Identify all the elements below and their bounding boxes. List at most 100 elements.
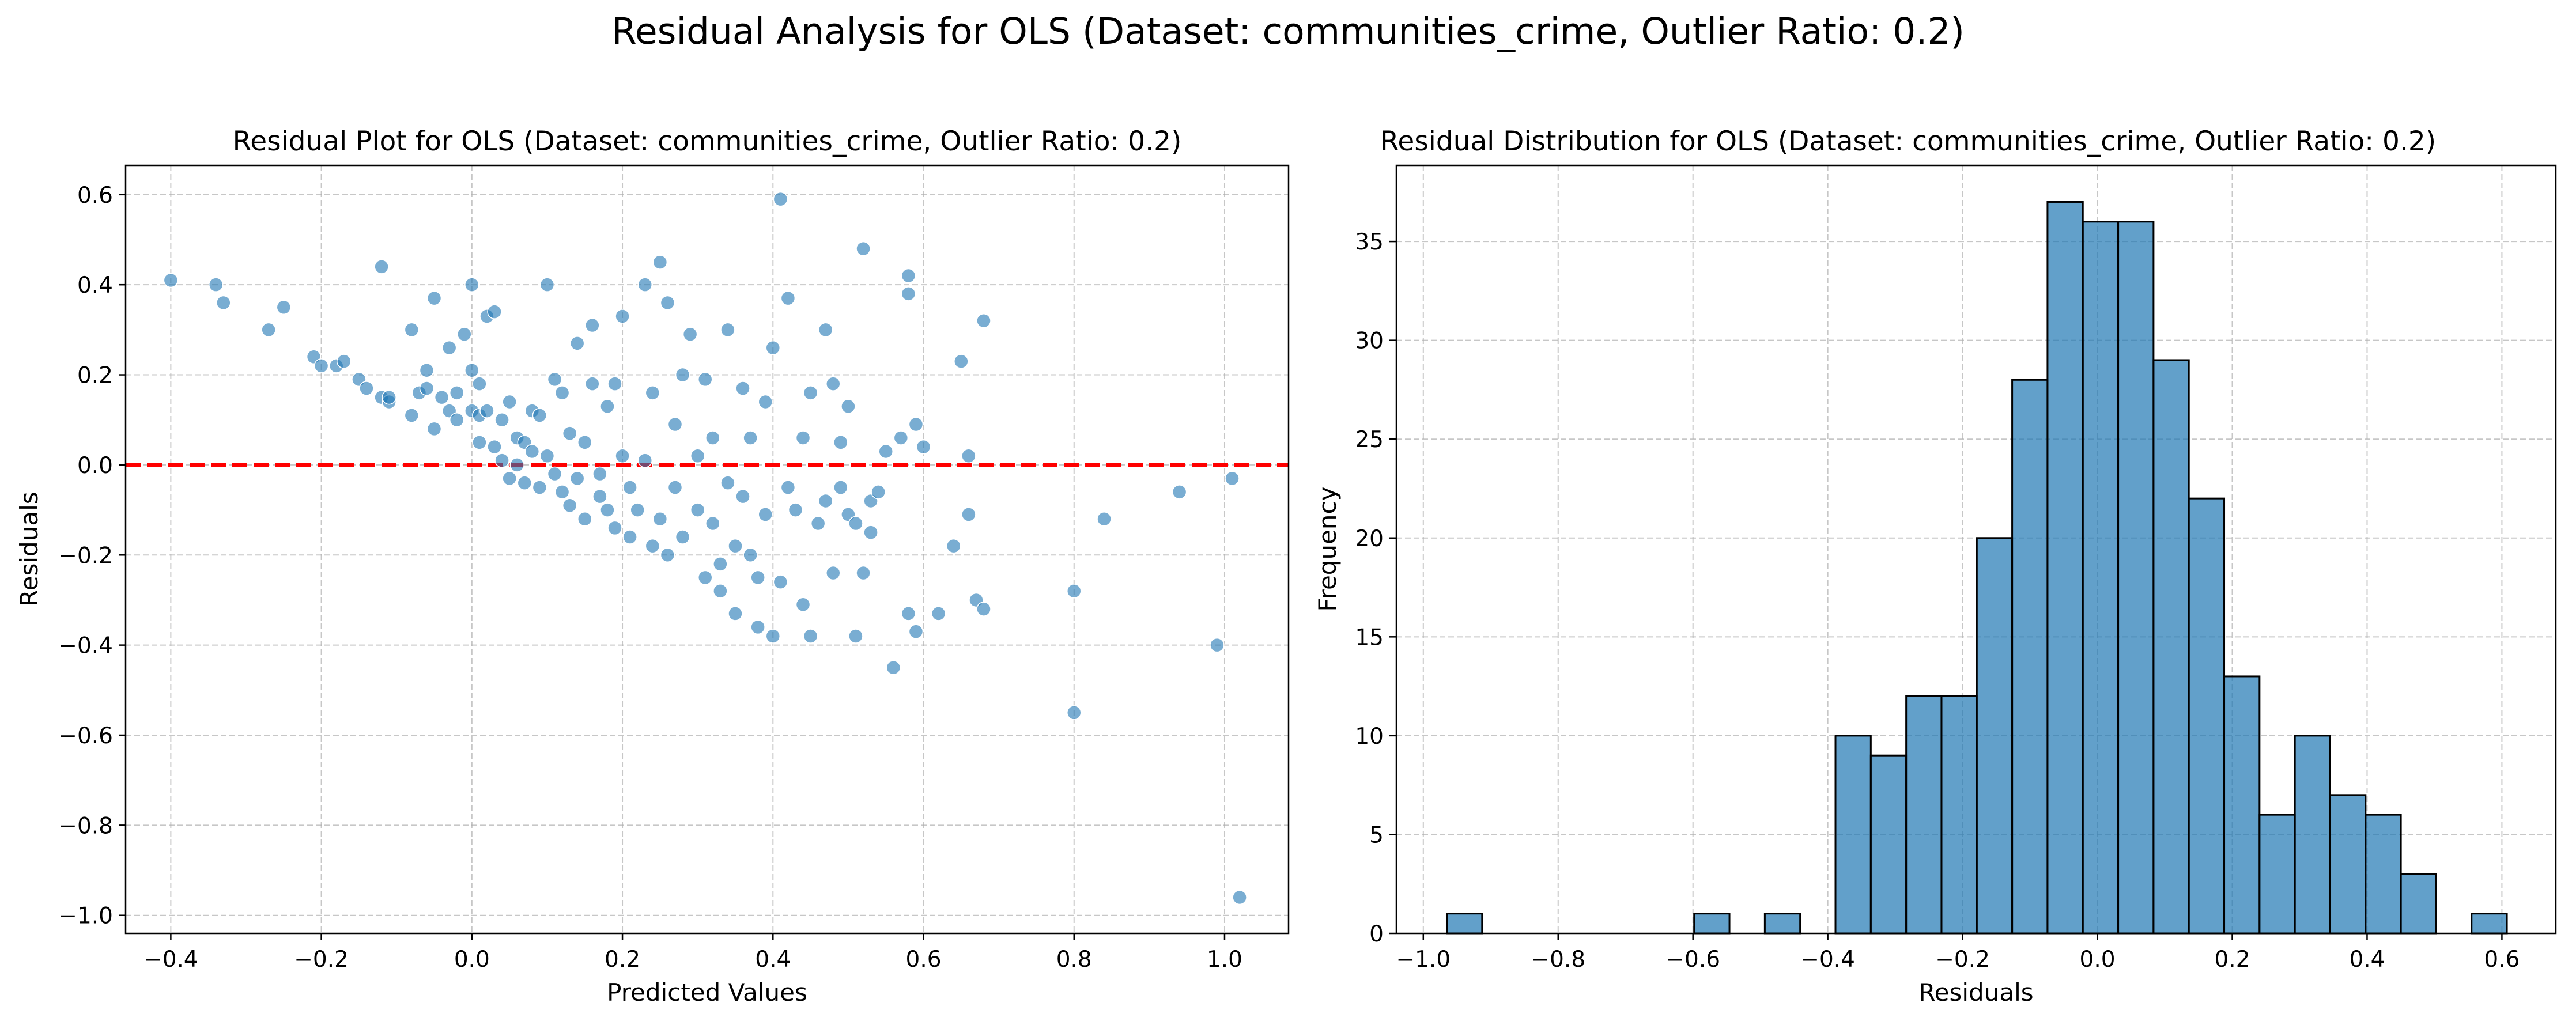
scatter-point (547, 372, 562, 387)
y-tick-label: −0.2 (58, 543, 113, 569)
histogram-x-axis-label: Residuals (1918, 978, 2033, 1007)
histogram-bar (2082, 221, 2120, 935)
scatter-point (833, 435, 848, 450)
scatter-point (479, 403, 494, 418)
scatter-point (615, 309, 630, 324)
scatter-point (841, 399, 856, 414)
scatter-point (871, 485, 886, 500)
scatter-point (652, 511, 668, 527)
y-tick-label: −0.8 (58, 813, 113, 839)
scatter-frame (124, 164, 1290, 935)
scatter-point (1066, 584, 1082, 599)
y-tick-label: 35 (1355, 229, 1384, 255)
x-tick-label: 1.0 (1207, 947, 1242, 973)
x-tick-label: 0.8 (1056, 947, 1092, 973)
scatter-point (697, 372, 713, 387)
scatter-point (826, 376, 841, 391)
histogram-bar (2400, 873, 2437, 935)
scatter-point (449, 412, 464, 428)
scatter-point (743, 430, 758, 445)
scatter-point (607, 520, 622, 536)
histogram-bar (1905, 695, 1943, 935)
scatter-point (878, 444, 893, 459)
scatter-point (901, 268, 916, 283)
histogram-bar (1693, 913, 1731, 935)
figure-title: Residual Analysis for OLS (Dataset: comm… (611, 10, 1965, 52)
scatter-point (607, 376, 622, 391)
scatter-point (810, 516, 826, 531)
x-tick-label: 0.6 (906, 947, 942, 973)
scatter-point (690, 502, 705, 517)
histogram-bar (1445, 913, 1483, 935)
scatter-point (517, 475, 532, 490)
scatter-point (675, 529, 690, 544)
scatter-point (743, 547, 758, 563)
scatter-point (901, 286, 916, 301)
scatter-point (562, 426, 577, 441)
histogram-bar (2329, 794, 2367, 935)
scatter-point (637, 277, 652, 292)
scatter-panel: Residual Plot for OLS (Dataset: communit… (15, 126, 1290, 1007)
scatter-point (426, 421, 442, 437)
scatter-point (464, 277, 479, 292)
scatter-point (569, 471, 585, 486)
scatter-title: Residual Plot for OLS (Dataset: communit… (233, 126, 1182, 157)
x-tick-label: −0.6 (1665, 947, 1720, 973)
scatter-point (216, 295, 231, 311)
y-tick-label: 0.0 (77, 453, 113, 479)
scatter-point (449, 385, 464, 400)
scatter-point (750, 619, 765, 635)
scatter-point (539, 277, 555, 292)
scatter-point (976, 602, 991, 616)
histogram-bar (1763, 913, 1801, 935)
scatter-point (713, 557, 728, 572)
scatter-point (735, 489, 750, 504)
scatter-point (795, 597, 811, 612)
scatter-point (1225, 471, 1240, 486)
scatter-point (577, 435, 592, 450)
scatter-point (803, 629, 818, 644)
y-tick-label: 10 (1355, 724, 1384, 750)
scatter-point (705, 430, 720, 445)
histogram-y-axis-label: Frequency (1313, 487, 1342, 612)
y-tick-label: −0.6 (58, 723, 113, 749)
scatter-point (562, 498, 577, 513)
scatter-point (863, 525, 878, 540)
histogram-bar (1940, 695, 1978, 935)
scatter-point (667, 480, 683, 495)
y-tick-label: −0.4 (58, 633, 113, 659)
y-tick-label: 25 (1355, 427, 1384, 453)
scatter-point (954, 354, 969, 369)
scatter-x-ticks: −0.4 −0.2 0.0 0.2 0.4 0.6 0.8 1.0 (143, 933, 1242, 973)
scatter-point (788, 502, 803, 517)
scatter-point (908, 417, 924, 432)
scatter-point (803, 385, 818, 400)
scatter-point (818, 493, 833, 509)
histogram-bar (2223, 675, 2261, 935)
scatter-point (426, 290, 442, 306)
scatter-point (645, 385, 660, 400)
scatter-point (645, 538, 660, 554)
scatter-point (585, 317, 600, 333)
scatter-point (750, 570, 765, 585)
scatter-point (585, 376, 600, 391)
x-tick-label: 0.2 (605, 947, 640, 973)
scatter-point (441, 340, 457, 355)
y-tick-label: 0 (1369, 921, 1384, 947)
scatter-point (720, 322, 735, 338)
scatter-point (577, 511, 592, 527)
x-tick-label: 0.0 (454, 947, 490, 973)
scatter-point (532, 480, 547, 495)
scatter-point (487, 439, 502, 455)
scatter-point (404, 408, 420, 423)
scatter-point (359, 381, 374, 396)
histogram-bar (2365, 814, 2402, 935)
scatter-point (374, 259, 389, 274)
scatter-point (554, 385, 570, 400)
scatter-point (946, 538, 961, 554)
y-tick-label: 15 (1355, 625, 1384, 650)
scatter-point (901, 606, 916, 621)
scatter-point (313, 358, 329, 373)
scatter-point (856, 565, 871, 581)
